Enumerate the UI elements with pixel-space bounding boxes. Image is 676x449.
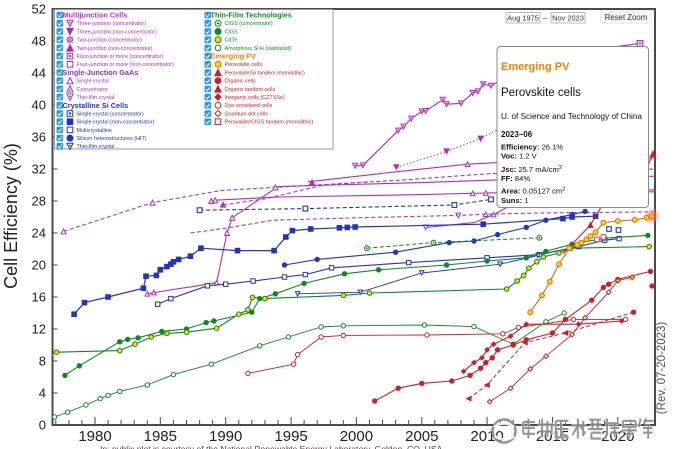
svg-text:Perovskite/Si tandem (monolith: Perovskite/Si tandem (monolithic) <box>225 70 305 76</box>
svg-text:52: 52 <box>32 2 46 17</box>
svg-text:2000: 2000 <box>340 428 373 445</box>
svg-text:Amorphous Si:H (stabilized): Amorphous Si:H (stabilized) <box>225 46 292 52</box>
svg-text:Single crystal (concentrator): Single crystal (concentrator) <box>77 111 144 117</box>
svg-text:Multicrystalline: Multicrystalline <box>77 128 112 134</box>
svg-text:24: 24 <box>32 226 46 241</box>
svg-text:CIGS (concentrator): CIGS (concentrator) <box>225 21 273 27</box>
svg-text:Crystalline Si Cells: Crystalline Si Cells <box>63 101 129 110</box>
svg-text:1980: 1980 <box>78 428 111 445</box>
svg-text:Cell Efficiency (%): Cell Efficiency (%) <box>1 143 21 289</box>
svg-text:32: 32 <box>32 162 46 177</box>
svg-text:Dye-sensitized cells: Dye-sensitized cells <box>225 103 273 109</box>
svg-text:Single crystal: Single crystal <box>77 79 109 85</box>
svg-text:Three-junction (concentrator): Three-junction (concentrator) <box>77 21 147 27</box>
svg-text:1985: 1985 <box>144 428 177 445</box>
svg-text:In: public plot is courtesy of: In: public plot is courtesy of the Natio… <box>100 444 445 449</box>
svg-text:Organic tandem cells: Organic tandem cells <box>225 87 276 93</box>
svg-text:48: 48 <box>32 34 46 49</box>
svg-text:Two-junction (concentrator): Two-junction (concentrator) <box>77 38 143 44</box>
svg-text:Four-junction or more (non-con: Four-junction or more (non-concentrator) <box>77 62 175 68</box>
svg-text:Inorganic cells (CZTSSe): Inorganic cells (CZTSSe) <box>225 95 285 101</box>
svg-text:44: 44 <box>32 66 46 81</box>
svg-text:36: 36 <box>32 130 46 145</box>
svg-text:1995: 1995 <box>274 428 307 445</box>
svg-text:FF: 84%: FF: 84% <box>501 174 530 183</box>
svg-text:Single crystal (non-concentrat: Single crystal (non-concentrator) <box>77 120 155 126</box>
svg-text:Thin-film crystal: Thin-film crystal <box>77 144 115 150</box>
svg-text:Thin-Film Technologies: Thin-Film Technologies <box>211 11 292 20</box>
svg-text:16: 16 <box>32 290 46 305</box>
svg-text:Emerging PV: Emerging PV <box>501 61 570 73</box>
svg-text:Four-junction or more (concent: Four-junction or more (concentrator) <box>77 54 164 60</box>
svg-text:1990: 1990 <box>209 428 242 445</box>
svg-text:12: 12 <box>32 322 46 337</box>
svg-text:Suns: 1: Suns: 1 <box>501 196 528 205</box>
svg-text:Multijunction Cells: Multijunction Cells <box>63 11 128 20</box>
svg-text:0: 0 <box>39 418 46 433</box>
svg-text:2023–06: 2023–06 <box>501 130 533 139</box>
svg-text:2005: 2005 <box>405 428 438 445</box>
svg-text:CIGS: CIGS <box>225 29 239 35</box>
svg-text:Efficiency: 26.1%: Efficiency: 26.1% <box>501 143 563 152</box>
svg-text:8: 8 <box>39 354 46 369</box>
svg-text:Concentrator: Concentrator <box>77 87 108 93</box>
svg-text:Nov 2023: Nov 2023 <box>552 14 584 23</box>
svg-text:U. of Science and Technology o: U. of Science and Technology of China <box>501 112 642 121</box>
svg-text:Area: 0.05127 cm2: Area: 0.05127 cm2 <box>501 187 565 196</box>
svg-text:Silicon heterostructures (HIT): Silicon heterostructures (HIT) <box>77 136 147 142</box>
svg-text:Jsc: 25.7 mA/cm2: Jsc: 25.7 mA/cm2 <box>501 165 562 174</box>
svg-text:Reset Zoom: Reset Zoom <box>605 13 647 22</box>
svg-text:Perovskite/CIGS tandem (monoli: Perovskite/CIGS tandem (monolithic) <box>225 120 314 126</box>
svg-text:4: 4 <box>39 386 46 401</box>
svg-text:Aug 1975: Aug 1975 <box>507 14 539 23</box>
svg-text:–: – <box>543 14 548 23</box>
svg-text:Organic cells: Organic cells <box>225 79 256 85</box>
svg-text:Perovskite cells: Perovskite cells <box>501 87 581 99</box>
svg-text:Single-Junction GaAs: Single-Junction GaAs <box>63 68 139 77</box>
svg-text:(Rev. 07-20-2023): (Rev. 07-20-2023) <box>656 322 668 415</box>
svg-text:20: 20 <box>32 258 46 273</box>
svg-text:Three-junction (non-concentrat: Three-junction (non-concentrator) <box>77 29 158 35</box>
svg-text:28: 28 <box>32 194 46 209</box>
svg-text:Emerging PV: Emerging PV <box>211 52 257 61</box>
svg-text:Thin-film crystal: Thin-film crystal <box>77 95 115 101</box>
svg-text:Two-junction (non-concentrator: Two-junction (non-concentrator) <box>77 46 153 52</box>
svg-text:2010: 2010 <box>470 428 503 445</box>
svg-text:Perovskite cells: Perovskite cells <box>225 62 263 68</box>
svg-text:CdTe: CdTe <box>225 38 238 44</box>
svg-text:Quantum dot cells: Quantum dot cells <box>225 111 269 117</box>
svg-text:40: 40 <box>32 98 46 113</box>
svg-text:Voc: 1.2 V: Voc: 1.2 V <box>501 152 538 161</box>
